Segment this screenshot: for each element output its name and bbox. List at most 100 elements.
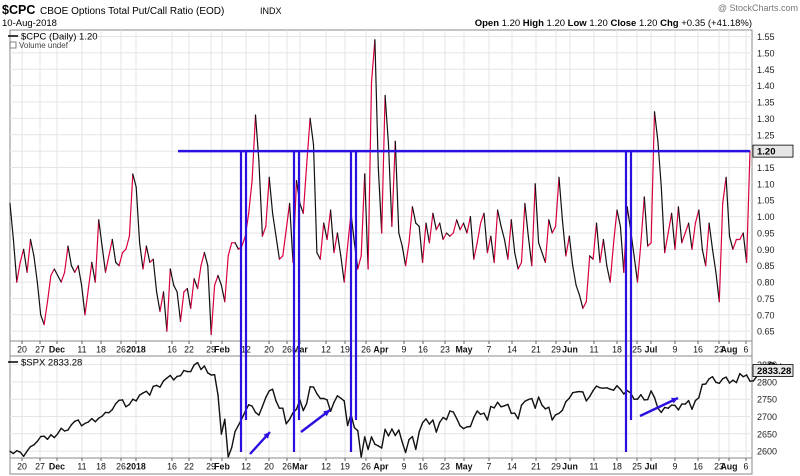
series-segment — [26, 445, 32, 452]
series-segment — [77, 265, 83, 286]
series-segment — [394, 429, 400, 437]
series-segment — [551, 225, 557, 234]
x-tick-label: 27 — [35, 345, 45, 355]
series-segment — [367, 81, 373, 270]
series-segment — [340, 255, 345, 283]
spx-panel: 2600265027002750280028502833.28 — [9, 355, 794, 459]
series-segment — [162, 377, 168, 382]
series-segment — [121, 248, 127, 254]
series-segment — [599, 238, 605, 263]
x-tick-label: 20 — [17, 462, 27, 472]
series-segment — [432, 419, 437, 433]
series-segment — [616, 385, 622, 390]
series-segment — [272, 212, 277, 237]
series-segment — [159, 380, 165, 388]
series-segment — [445, 232, 451, 237]
series-segment — [91, 261, 96, 283]
x-tick-label: 29 — [551, 345, 561, 355]
series-segment — [469, 216, 475, 260]
series-segment — [183, 288, 188, 293]
series-segment — [128, 398, 134, 406]
series-segment — [374, 39, 379, 169]
series-segment — [125, 403, 131, 408]
series-segment — [667, 212, 673, 234]
series-segment — [520, 400, 526, 406]
series-segment — [674, 206, 680, 250]
series-segment — [473, 242, 478, 260]
series-segment — [26, 238, 32, 273]
series-segment — [265, 176, 270, 227]
series-segment — [589, 255, 594, 260]
series-segment — [537, 396, 543, 406]
series-segment — [312, 144, 318, 254]
series-segment — [595, 222, 601, 263]
ohlc-readout: Open 1.20 High 1.20 Low 1.20 Close 1.20 … — [475, 18, 752, 29]
series-segment — [428, 419, 434, 425]
series-segment — [22, 450, 28, 457]
series-segment — [439, 416, 444, 424]
series-segment — [391, 428, 396, 437]
x-tick-label: 23 — [714, 462, 724, 472]
series-segment — [132, 173, 137, 188]
series-segment — [57, 274, 62, 283]
y-tick-label: 1.10 — [757, 179, 775, 189]
series-segment — [524, 202, 529, 237]
series-segment — [104, 255, 110, 273]
series-segment — [411, 435, 417, 451]
x-tick-label: 16 — [167, 345, 177, 355]
series-segment — [326, 399, 332, 412]
series-segment — [166, 374, 172, 379]
series-segment — [254, 114, 260, 162]
series-segment — [425, 418, 431, 425]
series-segment — [265, 390, 270, 399]
series-segment — [398, 429, 403, 443]
series-segment — [179, 369, 185, 377]
series-segment — [169, 268, 175, 286]
series-segment — [681, 232, 686, 244]
x-tick-label: Apr — [373, 345, 389, 355]
series-segment — [70, 265, 76, 273]
x-tick-label: 23 — [440, 462, 450, 472]
y-tick-label: 0.90 — [757, 245, 775, 255]
series-segment — [578, 294, 584, 309]
series-segment — [381, 94, 386, 234]
x-tick-label: 7 — [487, 462, 492, 472]
series-segment — [261, 396, 267, 408]
series-segment — [711, 248, 717, 273]
series-segment — [200, 365, 206, 371]
series-segment — [33, 255, 38, 283]
x-tick-label: 18 — [96, 462, 106, 472]
series-segment — [46, 434, 52, 440]
series-segment — [456, 417, 461, 427]
x-tick-label: Dec — [49, 345, 65, 355]
series-segment — [452, 219, 458, 234]
series-segment — [220, 418, 226, 435]
series-segment — [186, 288, 192, 309]
series-segment — [722, 176, 727, 205]
series-segment — [534, 396, 540, 409]
series-segment — [418, 422, 424, 433]
series-segment — [425, 222, 430, 244]
annotations — [178, 149, 750, 455]
series-segment — [449, 232, 454, 237]
series-segment — [357, 255, 362, 270]
series-segment — [40, 314, 45, 326]
x-tick-label: 27 — [35, 462, 45, 472]
series-segment — [53, 433, 59, 439]
series-segment — [367, 436, 373, 451]
ohlc-label: Close — [608, 18, 639, 29]
series-segment — [121, 399, 127, 408]
series-segment — [711, 376, 717, 383]
series-segment — [728, 235, 734, 250]
x-tick-label: Feb — [214, 345, 230, 355]
series-segment — [387, 428, 393, 437]
series-segment — [694, 209, 700, 224]
cpc-legend-volume: Volume undef — [19, 41, 69, 50]
series-segment — [70, 420, 76, 426]
series-segment — [214, 274, 219, 286]
series-segment — [166, 268, 171, 332]
series-segment — [483, 212, 488, 254]
series-segment — [657, 407, 662, 414]
series-segment — [752, 375, 758, 382]
series-segment — [459, 222, 465, 231]
